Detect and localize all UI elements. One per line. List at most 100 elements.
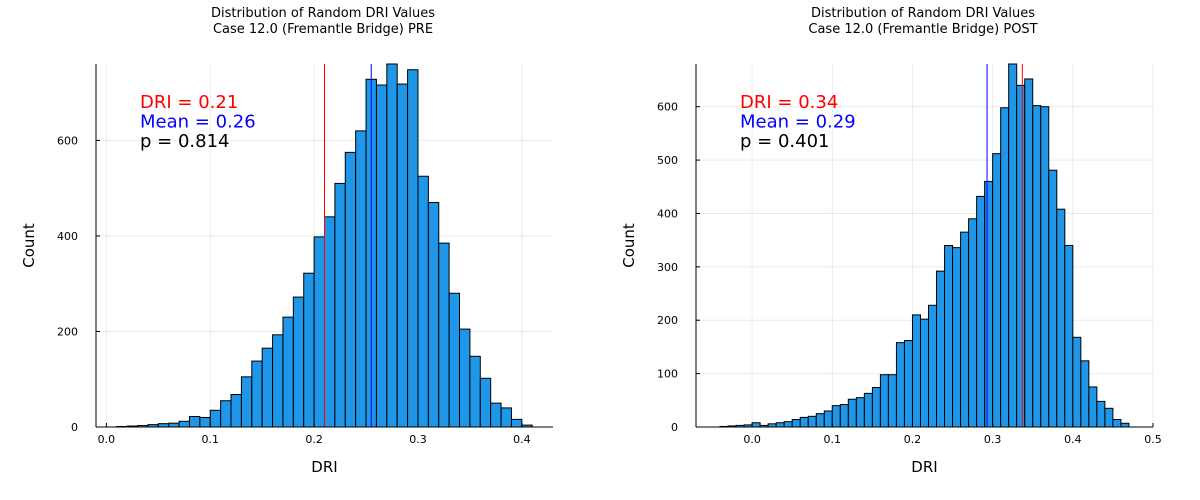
chart-title-line: Case 12.0 (Fremantle Bridge) POST: [808, 22, 1037, 37]
histogram-bar: [1088, 386, 1098, 428]
histogram-bar: [1072, 336, 1082, 428]
x-tick-label: 0.5: [1144, 433, 1162, 446]
histogram-bar: [448, 292, 461, 428]
histogram-bar: [1112, 419, 1122, 428]
y-axis-label: Count: [620, 223, 638, 268]
histogram-bar: [490, 402, 502, 428]
histogram-bar: [863, 392, 873, 428]
histogram-bar: [944, 245, 954, 428]
chart-title-line: Case 12.0 (Fremantle Bridge) PRE: [213, 22, 433, 37]
x-tick-label: 0.4: [513, 433, 531, 446]
x-axis-label: DRI: [911, 458, 937, 476]
y-tick-label: 600: [57, 134, 78, 147]
histogram-bar: [1080, 360, 1090, 428]
histogram-bar: [928, 304, 938, 428]
histogram-bar: [479, 377, 492, 428]
histogram-bar: [500, 407, 512, 428]
x-tick-label: 0.3: [409, 433, 427, 446]
histogram-bar: [1008, 63, 1018, 428]
histogram-bar: [230, 394, 242, 428]
histogram-bar: [168, 422, 180, 428]
histogram-bar: [220, 400, 232, 428]
histogram-bar: [407, 69, 419, 428]
histogram-bar: [936, 270, 946, 428]
x-tick-label: 0.0: [743, 433, 761, 446]
histogram-bar: [459, 328, 471, 428]
histogram-bar: [355, 130, 367, 428]
y-tick-label: 100: [657, 368, 678, 381]
y-tick-label: 300: [657, 261, 678, 274]
histogram-bar: [251, 360, 263, 428]
annotation-text: DRI = 0.21: [140, 92, 238, 113]
y-tick-label: 500: [657, 154, 678, 167]
histogram-bar: [157, 423, 170, 428]
histogram-bar: [334, 182, 346, 428]
histogram-bar: [1024, 78, 1034, 428]
x-tick-label: 0.1: [202, 433, 220, 446]
histogram-bar: [879, 374, 889, 428]
histogram-bar: [839, 404, 849, 428]
chart-title-line: Distribution of Random DRI Values: [811, 6, 1035, 21]
histogram-bar: [783, 421, 793, 428]
histogram-bar: [952, 247, 962, 428]
histogram-bar: [807, 415, 817, 428]
histogram-bar: [775, 422, 785, 428]
histogram-bar: [313, 236, 326, 428]
histogram-bar: [847, 398, 857, 428]
histogram-bar: [417, 175, 429, 428]
histogram-bar: [815, 413, 825, 428]
annotation-text: DRI = 0.34: [740, 92, 838, 113]
histogram-bar: [976, 195, 986, 428]
x-tick-label: 0.2: [305, 433, 323, 446]
histogram-bar: [282, 316, 294, 428]
histogram-bar: [240, 376, 253, 428]
histogram-bar: [960, 231, 970, 428]
x-tick-label: 0.4: [1064, 433, 1082, 446]
histogram-bar: [751, 422, 761, 428]
x-tick-label: 0.0: [98, 433, 116, 446]
histogram-bar: [791, 419, 801, 428]
annotation-text: p = 0.401: [740, 131, 829, 152]
histogram-bar: [272, 334, 284, 428]
histogram-bar: [919, 318, 930, 428]
x-tick-label: 0.1: [824, 433, 842, 446]
histogram-bar: [438, 242, 450, 428]
annotation-text: p = 0.814: [140, 131, 229, 152]
chart-title-line: Distribution of Random DRI Values: [211, 6, 435, 21]
y-tick-label: 0: [671, 421, 678, 434]
x-axis-label: DRI: [311, 458, 337, 476]
histogram-bar: [823, 410, 833, 428]
histogram-bar: [178, 420, 190, 428]
histogram-bar: [199, 416, 211, 428]
histogram-bar: [1000, 107, 1010, 428]
histogram-bar: [1032, 105, 1042, 428]
histogram-bar: [992, 153, 1002, 428]
histogram-bar: [1064, 245, 1074, 428]
y-axis-label: Count: [20, 223, 38, 268]
y-tick-label: 400: [657, 207, 678, 220]
histogram-bar: [1104, 407, 1114, 428]
histogram-bar: [799, 416, 809, 428]
histogram-bar: [1096, 400, 1106, 428]
histogram-bar: [469, 355, 481, 428]
y-tick-label: 200: [57, 325, 78, 338]
histogram-bar: [261, 347, 274, 428]
y-tick-label: 400: [57, 230, 78, 243]
histogram-bar: [344, 151, 357, 428]
annotation-text: Mean = 0.29: [740, 112, 856, 133]
y-tick-label: 0: [71, 421, 78, 434]
histogram-bar: [188, 415, 201, 428]
histogram-bar: [292, 296, 305, 428]
histogram-bar: [1048, 169, 1058, 428]
histogram-bar: [386, 63, 398, 428]
y-tick-label: 600: [657, 101, 678, 114]
histogram-bar: [831, 405, 841, 428]
histogram-bar: [324, 216, 336, 428]
x-tick-label: 0.2: [904, 433, 922, 446]
histogram-bar: [984, 180, 994, 428]
histogram-bar: [427, 202, 440, 428]
histogram-bar: [209, 409, 222, 428]
